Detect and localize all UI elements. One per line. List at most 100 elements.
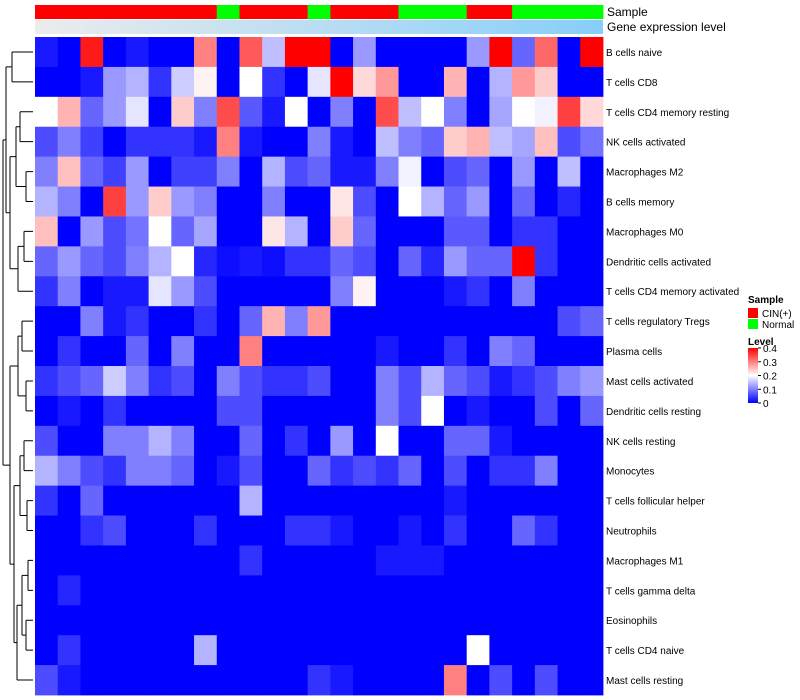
heatmap-cell [216, 216, 240, 247]
heatmap-cell [443, 276, 468, 307]
heatmap-cell [148, 395, 172, 427]
heatmap-cell [512, 276, 536, 307]
heatmap-cell [103, 96, 127, 128]
sample-annotation-cell [557, 5, 581, 19]
heatmap-cell [443, 485, 468, 516]
heatmap-cell [512, 635, 536, 666]
heatmap-cell [307, 96, 331, 128]
heatmap-cell [330, 306, 354, 337]
heatmap-cell [171, 216, 195, 247]
heatmap-cell [512, 605, 536, 636]
gene-expression-annotation-label: Gene expression level [607, 20, 726, 34]
heatmap-cell [489, 395, 513, 427]
heatmap-cell [421, 605, 445, 636]
heatmap-cell [125, 126, 149, 158]
heatmap-cell [353, 455, 377, 487]
heatmap-cell [262, 156, 286, 187]
heatmap-cell [125, 186, 149, 217]
heatmap-cell [375, 276, 399, 307]
heatmap-cell [534, 515, 558, 546]
heatmap-cell [307, 455, 331, 487]
heatmap-cell [284, 545, 309, 576]
heatmap-cell [580, 366, 604, 397]
heatmap-cell [125, 216, 149, 247]
row-label: NK cells activated [606, 138, 685, 149]
heatmap-cell [330, 276, 354, 307]
heatmap-cell [171, 485, 195, 516]
sample-annotation-cell [330, 5, 354, 19]
heatmap-cell [284, 366, 309, 397]
heatmap-cell [466, 216, 490, 247]
row-dendrogram [2, 51, 33, 681]
heatmap-cell [421, 665, 445, 696]
heatmap-cell [148, 276, 172, 307]
heatmap-cell [239, 545, 263, 576]
heatmap-cell [466, 545, 490, 576]
heatmap-cell [284, 485, 309, 516]
heatmap-cell [284, 575, 309, 606]
heatmap-cell [466, 455, 490, 487]
heatmap-cell [171, 156, 195, 187]
sample-annotation-cell [171, 5, 195, 19]
heatmap-cell [534, 306, 558, 337]
heatmap-cell [80, 515, 104, 546]
heatmap-cell [466, 126, 490, 158]
heatmap-cell [148, 485, 172, 516]
heatmap-cell [307, 575, 331, 606]
heatmap-cell [171, 425, 195, 457]
heatmap-cell [307, 336, 331, 367]
heatmap-cell [489, 575, 513, 606]
row-label: NK cells resting [606, 437, 675, 448]
heatmap-cell [353, 336, 377, 367]
heatmap-cell [421, 336, 445, 367]
heatmap-cell [262, 37, 286, 68]
sample-legend-label: CIN(+) [762, 309, 792, 320]
heatmap-cell [80, 37, 104, 68]
heatmap-cell [580, 605, 604, 636]
heatmap-cell [421, 276, 445, 307]
heatmap-cell [466, 306, 490, 337]
heatmap-cell [35, 665, 59, 696]
heatmap-cell [580, 96, 604, 128]
sample-legend-title: Sample [748, 295, 784, 306]
heatmap-cell [512, 425, 536, 457]
row-label: Macrophages M1 [606, 556, 684, 567]
heatmap-cell [103, 575, 127, 606]
heatmap-cell [148, 216, 172, 247]
heatmap-cell [194, 276, 218, 307]
heatmap-cell [330, 485, 354, 516]
heatmap-cell [557, 515, 581, 546]
heatmap-cell [80, 306, 104, 337]
heatmap-cell [103, 395, 127, 427]
heatmap-cell [353, 395, 377, 427]
heatmap-cell [35, 545, 59, 576]
heatmap-cell [171, 395, 195, 427]
heatmap-cell [239, 156, 263, 187]
heatmap-cell [262, 455, 286, 487]
heatmap-cell [398, 126, 422, 158]
heatmap-cell [262, 485, 286, 516]
heatmap-cell [375, 96, 399, 128]
heatmap-cell [466, 575, 490, 606]
heatmap-cell [80, 66, 104, 98]
heatmap-cell [375, 306, 399, 337]
heatmap-cell [80, 246, 104, 277]
heatmap-cell [148, 545, 172, 576]
heatmap-cell [35, 246, 59, 277]
heatmap-cell [443, 515, 468, 546]
heatmap-cell [125, 605, 149, 636]
heatmap-cell [443, 126, 468, 158]
heatmap-cell [239, 425, 263, 457]
heatmap-cell [330, 126, 354, 158]
heatmap-cell [353, 635, 377, 666]
heatmap-cell [398, 66, 422, 98]
heatmap-cell [353, 366, 377, 397]
heatmap-cell [35, 635, 59, 666]
heatmap-cell [194, 635, 218, 666]
heatmap-cell [103, 425, 127, 457]
heatmap-cell [148, 515, 172, 546]
heatmap-cell [284, 336, 309, 367]
heatmap-cell [194, 66, 218, 98]
heatmap-cell [216, 635, 240, 666]
heatmap-cell [534, 366, 558, 397]
